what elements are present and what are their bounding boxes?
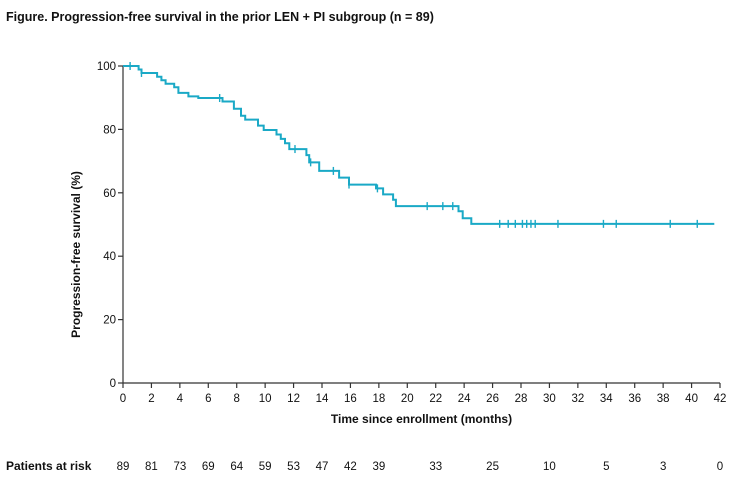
risk-count: 42: [344, 461, 357, 473]
x-tick-label: 14: [316, 393, 329, 405]
x-tick-label: 42: [714, 393, 727, 405]
survival-step-line: [123, 65, 715, 225]
risk-count: 69: [202, 461, 215, 473]
censor-marks: [129, 62, 698, 228]
risk-count: 39: [372, 461, 385, 473]
y-tick-label: 60: [103, 188, 116, 200]
x-tick-label: 22: [429, 393, 442, 405]
x-tick-label: 10: [259, 393, 272, 405]
x-tick-label: 4: [177, 393, 184, 405]
risk-count: 73: [173, 461, 186, 473]
x-tick-label: 16: [344, 393, 357, 405]
y-tick-label: 100: [97, 61, 116, 73]
axis-labels: Time since enrollment (months) Progressio…: [69, 171, 512, 426]
risk-count: 3: [660, 461, 666, 473]
x-tick-label: 34: [600, 393, 613, 405]
risk-count: 5: [603, 461, 609, 473]
risk-count: 25: [486, 461, 499, 473]
risk-count: 47: [316, 461, 329, 473]
x-tick-label: 12: [287, 393, 300, 405]
risk-count: 59: [259, 461, 272, 473]
x-tick-label: 18: [372, 393, 385, 405]
y-tick-label: 40: [103, 251, 116, 263]
x-axis-title: Time since enrollment (months): [331, 412, 512, 426]
x-tick-label: 36: [628, 393, 641, 405]
x-tick-label: 0: [120, 393, 126, 405]
x-tick-label: 8: [234, 393, 240, 405]
risk-count: 0: [717, 461, 723, 473]
risk-count: 89: [117, 461, 130, 473]
risk-table: Patients at risk 89 81 73 69 64 59 53 47 42 39 33 25…: [6, 459, 723, 473]
y-axis-title: Progression-free survival (%): [69, 171, 83, 338]
risk-table-label: Patients at risk: [6, 459, 92, 473]
x-tick-label: 24: [458, 393, 471, 405]
y-tick-label: 80: [103, 124, 116, 136]
risk-count: 33: [429, 461, 442, 473]
risk-count: 81: [145, 461, 158, 473]
risk-count: 64: [230, 461, 243, 473]
figure-title: Figure. Progression-free survival in the…: [6, 10, 434, 24]
x-tick-label: 30: [543, 393, 556, 405]
x-tick-label: 2: [148, 393, 154, 405]
survival-curve: [123, 65, 715, 225]
x-tick-label: 28: [515, 393, 528, 405]
y-tick-label: 0: [110, 378, 116, 390]
x-tick-label: 40: [685, 393, 698, 405]
x-tick-label: 6: [205, 393, 211, 405]
risk-count: 53: [287, 461, 300, 473]
y-tick-label: 20: [103, 315, 116, 327]
risk-count: 10: [543, 461, 556, 473]
x-tick-label: 20: [401, 393, 414, 405]
x-tick-label: 38: [657, 393, 670, 405]
x-tick-label: 26: [486, 393, 499, 405]
x-tick-label: 32: [571, 393, 584, 405]
